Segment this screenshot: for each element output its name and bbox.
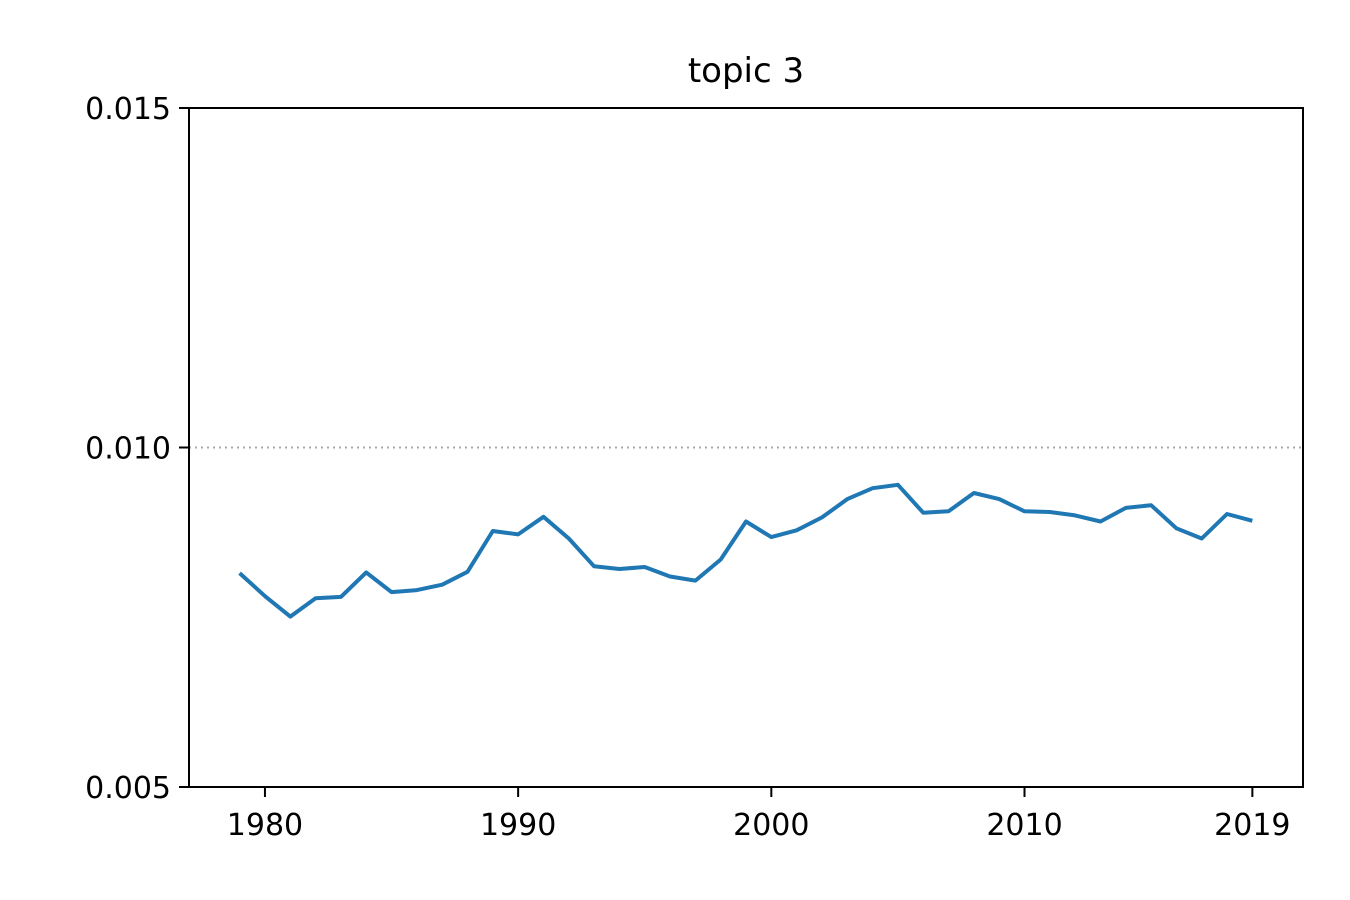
x-axis: 1980 1990 2000 2010 2019 xyxy=(227,787,1291,843)
x-tick-label: 2010 xyxy=(986,808,1062,843)
x-tick-label: 1990 xyxy=(480,808,556,843)
y-tick-label: 0.005 xyxy=(85,771,171,806)
chart-title: topic 3 xyxy=(688,51,804,91)
x-tick-label: 1980 xyxy=(227,808,303,843)
y-tick-label: 0.010 xyxy=(85,432,171,467)
series-line xyxy=(238,482,1253,619)
x-tick-label: 2019 xyxy=(1214,808,1290,843)
y-tick-label: 0.015 xyxy=(85,92,171,127)
plot-frame xyxy=(188,107,1304,788)
x-tick-label: 2000 xyxy=(733,808,809,843)
y-axis: 0.005 0.010 0.015 xyxy=(85,92,189,806)
